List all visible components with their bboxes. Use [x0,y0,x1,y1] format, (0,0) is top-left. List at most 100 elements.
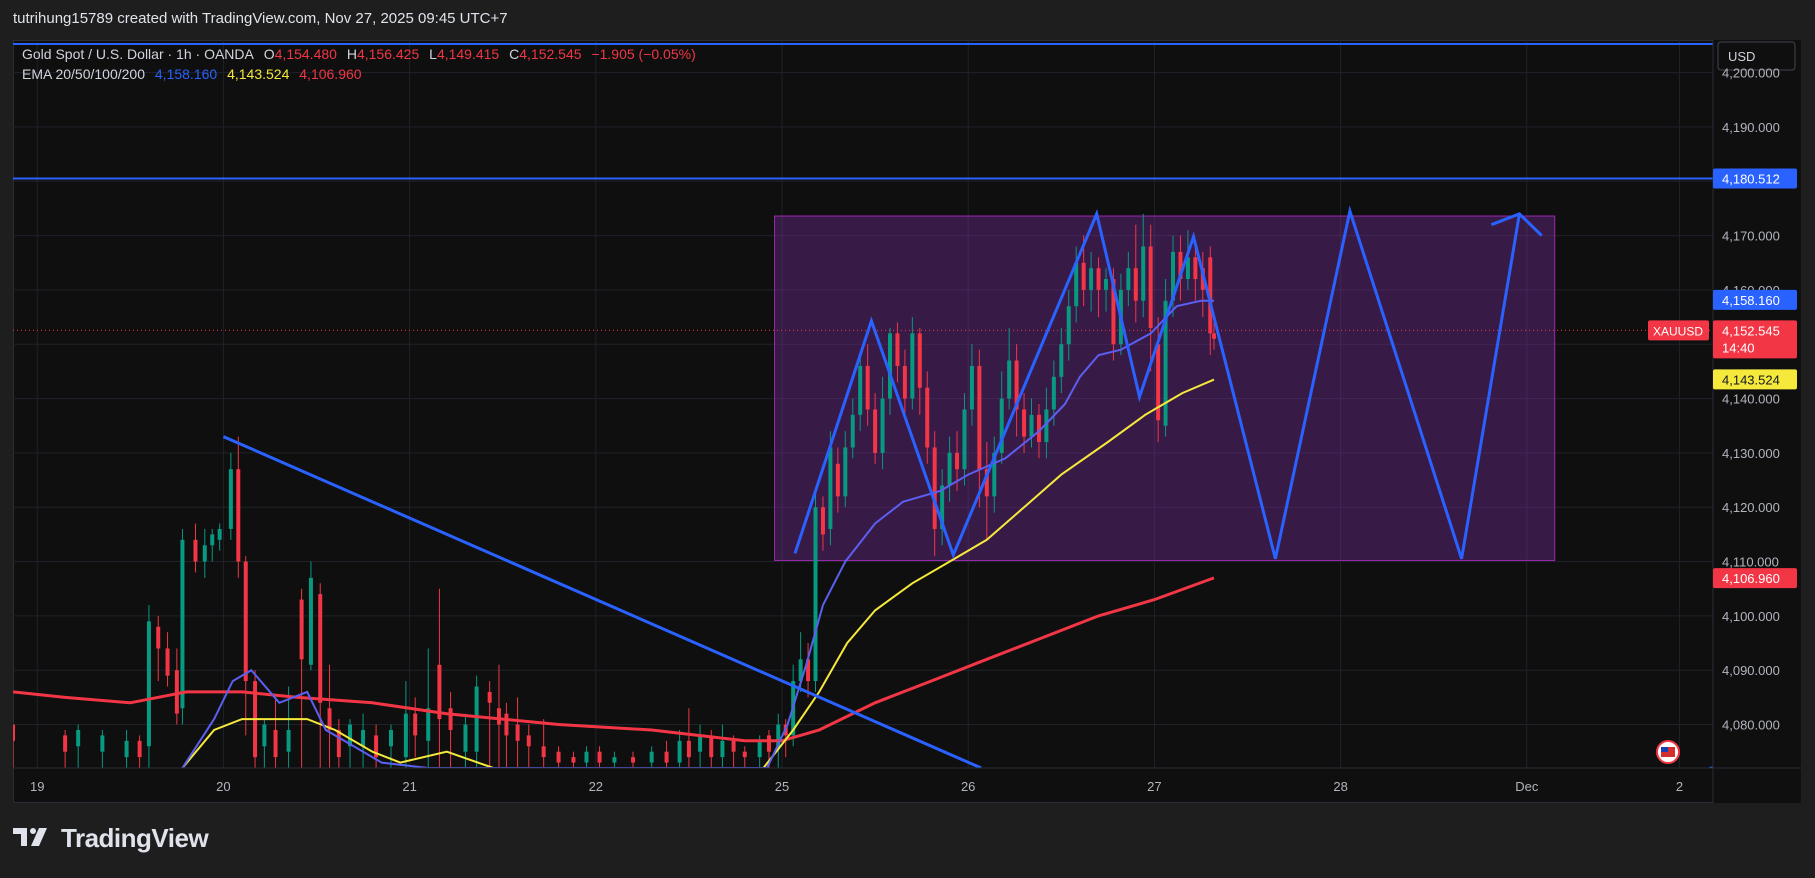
candle-down[interactable] [873,409,878,453]
candle-up[interactable] [1171,251,1176,301]
candle-down[interactable] [955,452,960,470]
candle-down[interactable] [11,724,15,741]
candle-up[interactable] [1044,409,1049,443]
candle-up[interactable] [1163,300,1168,426]
candle-up[interactable] [940,485,945,529]
candle-up[interactable] [757,740,762,758]
candle-down[interactable] [236,469,241,562]
candle-down[interactable] [597,751,602,763]
candle-up[interactable] [887,333,892,399]
candle-down[interactable] [1036,414,1041,443]
projection-arrowhead[interactable] [1490,212,1543,237]
descending-trendline[interactable] [222,435,982,768]
candle-down[interactable] [526,735,531,747]
ema-yellow-line[interactable] [181,378,1215,768]
candle-up[interactable] [677,740,682,763]
candle-up[interactable] [1007,360,1012,399]
candle-up[interactable] [210,534,215,546]
candle-down[interactable] [902,365,907,399]
candle-up[interactable] [100,735,105,752]
candle-up[interactable] [474,686,479,752]
candle-down[interactable] [977,365,982,470]
candle-down[interactable] [515,724,520,741]
ema-red-line[interactable] [13,576,1215,743]
candle-up[interactable] [1089,268,1094,290]
candle-up[interactable] [1141,246,1146,301]
candle-down[interactable] [1211,333,1216,339]
candle-down[interactable] [1014,360,1019,410]
candle-up[interactable] [999,398,1004,453]
candle-up[interactable] [361,729,366,747]
symbol-description[interactable]: Gold Spot / U.S. Dollar · 1h · OANDA [22,46,254,62]
candle-down[interactable] [766,735,771,752]
candle-down[interactable] [1111,279,1116,345]
candle-up[interactable] [146,621,151,747]
candle-up[interactable] [426,708,431,741]
candle-up[interactable] [962,409,967,470]
currency-button[interactable] [1717,41,1796,71]
candle-up[interactable] [828,447,833,529]
candle-down[interactable] [1081,262,1086,290]
candle-up[interactable] [262,724,267,747]
candle-up[interactable] [969,365,974,410]
candle-up[interactable] [720,740,725,758]
candle-up[interactable] [776,724,781,747]
candle-up[interactable] [1029,414,1034,437]
candle-up[interactable] [813,507,818,682]
candle-up[interactable] [403,713,408,758]
candle-up[interactable] [463,724,468,752]
candle-down[interactable] [1148,246,1153,328]
candle-down[interactable] [1193,257,1198,280]
candle-down[interactable] [273,729,278,758]
candle-up[interactable] [1185,257,1190,280]
candle-down[interactable] [174,670,179,714]
candle-down[interactable] [413,713,418,736]
candle-down[interactable] [865,365,870,410]
candle-down[interactable] [327,708,332,730]
candle-up[interactable] [180,539,185,709]
candle-up[interactable] [858,365,863,415]
candle-down[interactable] [806,659,811,682]
ema-blue-line[interactable] [181,299,1214,768]
candle-down[interactable] [374,735,379,758]
candle-down[interactable] [1156,344,1161,421]
candle-down[interactable] [1022,409,1027,437]
candle-up[interactable] [1051,376,1056,410]
candle-down[interactable] [63,735,68,752]
candle-down[interactable] [1178,251,1183,280]
candle-up[interactable] [217,528,222,540]
candle-down[interactable] [1208,257,1213,334]
candle-up[interactable] [880,398,885,453]
candle-down[interactable] [917,333,922,388]
candle-up[interactable] [348,724,353,747]
candle-down[interactable] [1096,268,1101,290]
candle-down[interactable] [487,691,492,703]
candle-down[interactable] [243,561,248,682]
candle-down[interactable] [165,648,170,676]
candle-down[interactable] [318,594,323,703]
candle-down[interactable] [664,751,669,763]
candle-up[interactable] [992,452,997,497]
candle-up[interactable] [612,757,617,763]
candle-down[interactable] [835,463,840,497]
candle-up[interactable] [1066,306,1071,345]
candle-up[interactable] [202,545,207,562]
candle-up[interactable] [76,729,81,747]
candle-down[interactable] [193,539,198,562]
ema-label[interactable]: EMA 20/50/100/200 [22,66,145,82]
candle-down[interactable] [556,751,561,763]
candle-down[interactable] [156,626,161,649]
candle-up[interactable] [698,735,703,752]
candle-down[interactable] [709,735,714,758]
candle-up[interactable] [1059,344,1064,377]
candle-down[interactable] [686,740,691,758]
zigzag-projection[interactable] [793,205,1521,560]
candle-down[interactable] [299,599,304,660]
candle-down[interactable] [932,447,937,529]
candle-down[interactable] [1133,268,1138,301]
candle-up[interactable] [910,333,915,399]
candle-up[interactable] [124,740,129,758]
candle-down[interactable] [631,757,636,763]
candle-down[interactable] [571,757,576,763]
